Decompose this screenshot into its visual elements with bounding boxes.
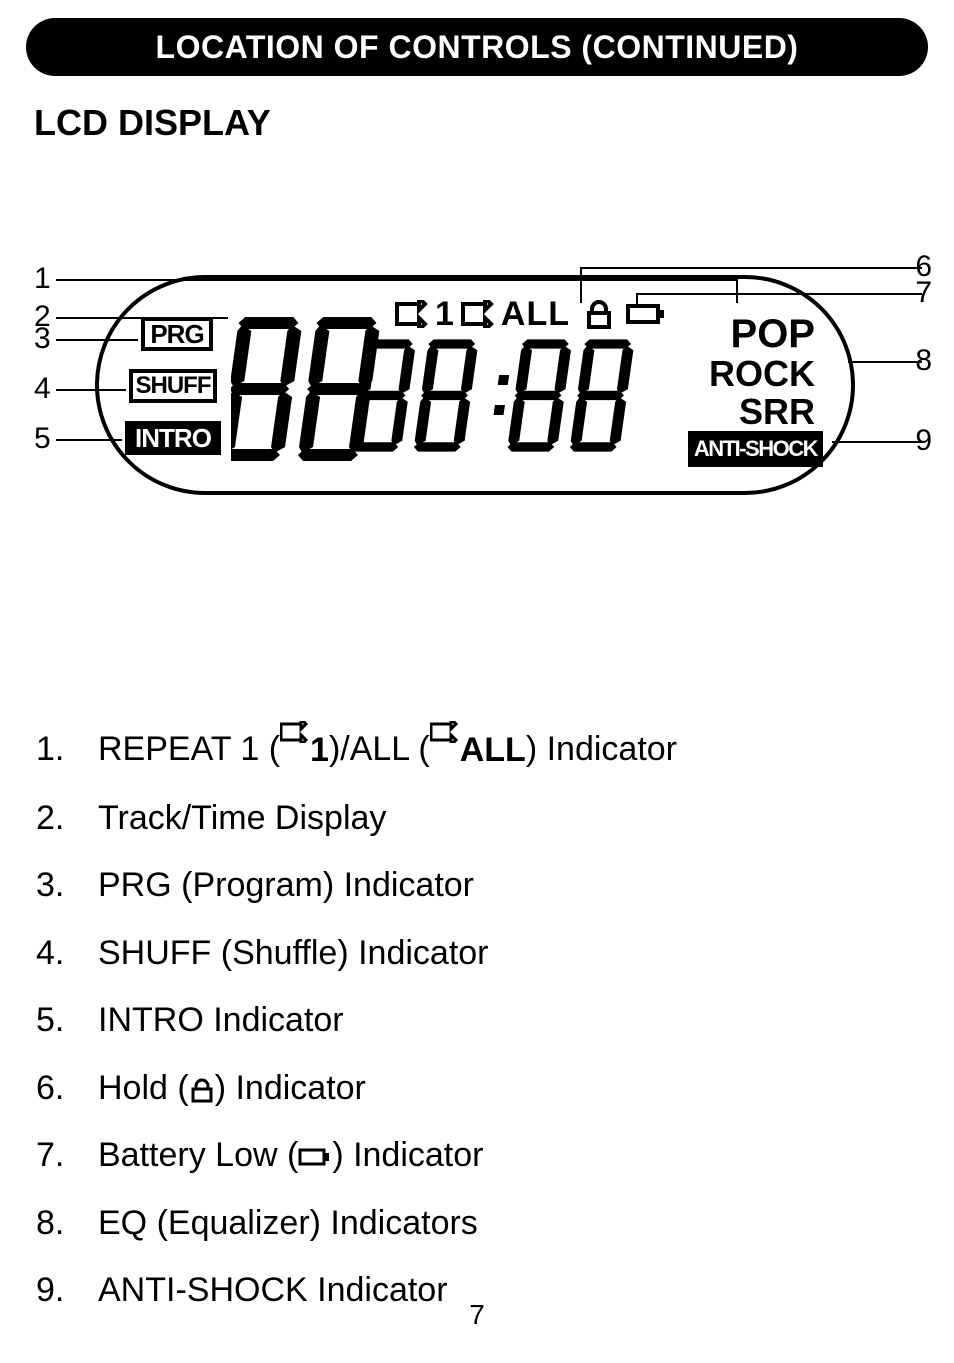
list-item: 4. SHUFF (Shuffle) Indicator <box>36 924 677 984</box>
callout-1: 1 <box>34 262 51 296</box>
section-title: LCD DISPLAY <box>34 102 271 144</box>
list-label-6: Hold () Indicator <box>98 1059 366 1119</box>
list-label-1: REPEAT 1 (1)/ALL (ALL) Indicator <box>98 720 677 781</box>
indicator-list: 1. REPEAT 1 (1)/ALL (ALL) Indicator 2. T… <box>36 720 677 1329</box>
lcd-shuff-indicator: SHUFF <box>129 369 217 403</box>
lcd-antishock-indicator: ANTI-SHOCK <box>688 431 823 467</box>
list-num-2: 2. <box>36 789 98 849</box>
page-number: 7 <box>0 1299 954 1331</box>
list-num-8: 8. <box>36 1194 98 1254</box>
list-num-3: 3. <box>36 856 98 916</box>
list-item: 2. Track/Time Display <box>36 789 677 849</box>
callout-3: 3 <box>34 322 51 356</box>
lcd-prg-indicator: PRG <box>141 317 213 351</box>
list-label-7: Battery Low () Indicator <box>98 1126 484 1186</box>
list-item: 8. EQ (Equalizer) Indicators <box>36 1194 677 1254</box>
list-label-5: INTRO Indicator <box>98 991 344 1051</box>
lcd-digits <box>231 305 671 475</box>
lcd-diagram: PRG SHUFF INTRO 1 ALL <box>95 275 855 495</box>
lcd-intro-indicator: INTRO <box>125 421 221 455</box>
list-item: 6. Hold () Indicator <box>36 1059 677 1119</box>
lcd-eq-block: POP ROCK SRR <box>709 313 815 431</box>
repeat1-inline-icon: 1 <box>280 721 329 781</box>
list-num-6: 6. <box>36 1059 98 1119</box>
lcd-eq-pop: POP <box>709 313 815 355</box>
list-num-5: 5. <box>36 991 98 1051</box>
list-label-3: PRG (Program) Indicator <box>98 856 474 916</box>
list-label-4: SHUFF (Shuffle) Indicator <box>98 924 489 984</box>
list-num-4: 4. <box>36 924 98 984</box>
list-label-8: EQ (Equalizer) Indicators <box>98 1194 478 1254</box>
repeat-all-inline-icon: ALL <box>430 721 526 781</box>
list-item: 7. Battery Low () Indicator <box>36 1126 677 1186</box>
list-label-2: Track/Time Display <box>98 789 386 849</box>
list-item: 1. REPEAT 1 (1)/ALL (ALL) Indicator <box>36 720 677 781</box>
callout-line-8 <box>848 361 922 363</box>
lock-inline-icon <box>189 1077 215 1103</box>
list-item: 3. PRG (Program) Indicator <box>36 856 677 916</box>
callout-line-6 <box>580 267 922 269</box>
callout-5: 5 <box>34 422 51 456</box>
callout-4: 4 <box>34 372 51 406</box>
header-title: LOCATION OF CONTROLS (CONTINUED) <box>156 29 799 66</box>
list-item: 5. INTRO Indicator <box>36 991 677 1051</box>
lcd-eq-rock: ROCK <box>709 355 815 393</box>
list-num-1: 1. <box>36 720 98 781</box>
lcd-eq-srr: SRR <box>709 393 815 431</box>
header-pill: LOCATION OF CONTROLS (CONTINUED) <box>26 18 928 76</box>
battery-inline-icon <box>298 1147 332 1167</box>
list-num-7: 7. <box>36 1126 98 1186</box>
